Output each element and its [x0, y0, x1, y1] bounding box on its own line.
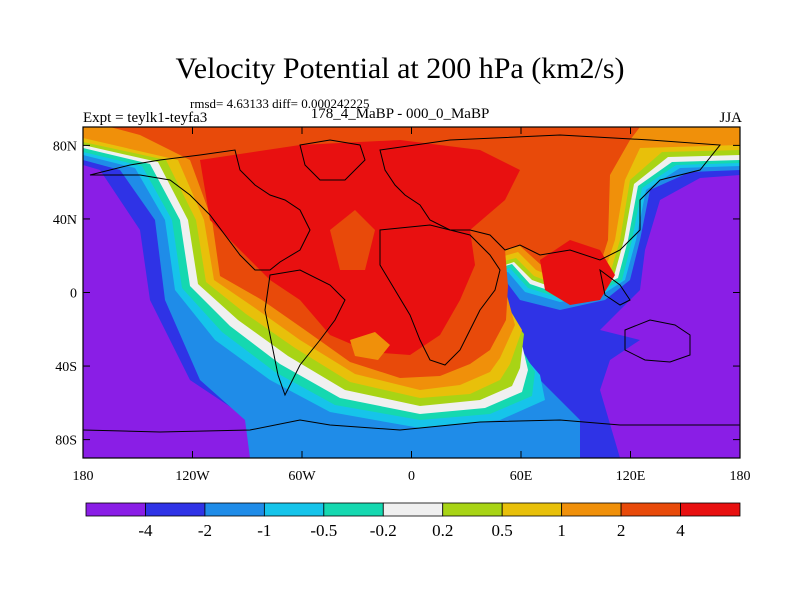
colorbar-label: 2: [617, 521, 626, 540]
y-tick-label: 0: [70, 287, 77, 302]
coastline-africa: [379, 224, 501, 366]
colorbar-swatch: [561, 502, 622, 517]
colorbar-swatch: [620, 502, 681, 517]
coastlines: [83, 134, 740, 433]
coastline-australia: [624, 319, 691, 363]
coastline-antarctica: [83, 419, 740, 433]
colorbar-label: 1: [557, 521, 566, 540]
coastline-greenland: [299, 139, 366, 181]
contour-band-2-blob-north: [330, 210, 375, 270]
colorbar-label: -4: [138, 521, 153, 540]
x-tick-label: 60W: [288, 469, 316, 484]
coastline-north-america: [89, 149, 311, 271]
y-tick-label: 80S: [55, 434, 77, 449]
colorbar-label: 4: [676, 521, 685, 540]
colorbar: -4 -2 -1 -0.5 -0.2 0.2 0.5 1 2 4: [85, 502, 741, 540]
x-tick-label: 180: [73, 469, 94, 484]
x-axis: 180 120W 60W 0 60E 120E 180: [73, 127, 751, 484]
experiment-label: Expt = teylk1-teyfa3: [83, 110, 208, 126]
x-tick-label: 0: [408, 469, 415, 484]
x-tick-label: 120E: [616, 469, 646, 484]
colorbar-label: -0.5: [310, 521, 337, 540]
colorbar-swatch: [145, 502, 206, 517]
contour-field: [83, 127, 740, 458]
x-tick-label: 180: [730, 469, 751, 484]
colorbar-swatch: [263, 502, 325, 517]
y-tick-label: 80N: [53, 139, 77, 154]
colorbar-swatch: [204, 502, 265, 517]
colorbar-swatch: [382, 502, 444, 517]
x-tick-label: 60E: [510, 469, 533, 484]
colorbar-label: -0.2: [370, 521, 397, 540]
season-label: JJA: [719, 110, 742, 126]
y-tick-label: 40S: [55, 360, 77, 375]
coastline-southeast-asia: [599, 268, 631, 306]
colorbar-swatch: [323, 502, 384, 517]
colorbar-swatch: [442, 502, 503, 517]
colorbar-swatch: [680, 502, 741, 517]
coastline-europe-asia: [379, 134, 721, 261]
colorbar-label: 0.5: [492, 521, 513, 540]
contour-band-2-blob-south: [350, 332, 390, 360]
stats-label: rmsd= 4.63133 diff= 0.000242225: [190, 96, 370, 111]
colorbar-label: 0.2: [432, 521, 453, 540]
coastline-south-america: [264, 269, 346, 397]
x-tick-label: 120W: [175, 469, 210, 484]
colorbar-label: -2: [198, 521, 212, 540]
chart-title: Velocity Potential at 200 hPa (km2/s): [175, 52, 625, 85]
colorbar-label: -1: [257, 521, 271, 540]
y-tick-label: 40N: [53, 213, 77, 228]
period-label: 178_4_MaBP - 000_0_MaBP: [310, 106, 490, 122]
colorbar-swatch: [501, 502, 563, 517]
contour-band-4-india: [540, 240, 615, 305]
colorbar-swatch: [85, 502, 146, 517]
y-axis: 80N 40N 0 40S 80S: [53, 139, 740, 449]
